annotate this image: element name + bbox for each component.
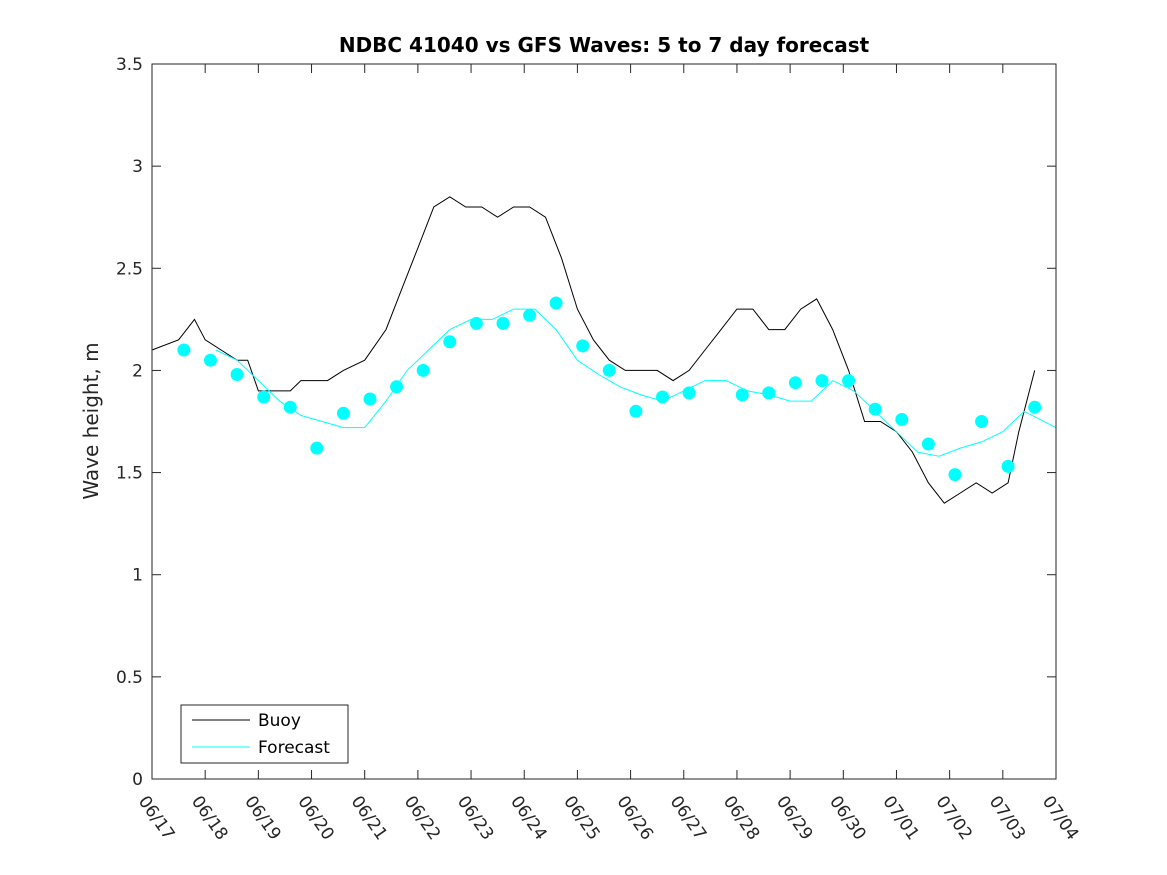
legend: Buoy Forecast bbox=[180, 704, 349, 764]
forecast-marker bbox=[576, 339, 590, 353]
forecast-marker bbox=[842, 374, 856, 388]
y-tick-label: 3 bbox=[132, 157, 143, 177]
forecast-marker bbox=[656, 390, 669, 404]
y-tick-label: 1 bbox=[132, 566, 143, 586]
y-tick-label: 1.5 bbox=[116, 464, 143, 484]
forecast-marker bbox=[1001, 459, 1015, 473]
forecast-marker bbox=[895, 413, 909, 426]
forecast-marker bbox=[336, 406, 350, 420]
legend-buoy-label: Buoy bbox=[258, 711, 301, 731]
y-tick-label: 0.5 bbox=[116, 668, 143, 688]
y-tick-labels: 0 0.5 1 1.5 2 2.5 3 3.5 bbox=[116, 55, 143, 790]
forecast-marker bbox=[762, 386, 776, 400]
y-tick-label: 2.5 bbox=[116, 259, 143, 279]
forecast-marker bbox=[416, 363, 430, 377]
forecast-marker bbox=[948, 468, 962, 482]
chart-title: NDBC 41040 vs GFS Waves: 5 to 7 day fore… bbox=[339, 33, 870, 57]
forecast-marker bbox=[868, 402, 882, 416]
forecast-marker bbox=[310, 441, 324, 455]
forecast-marker bbox=[204, 353, 217, 367]
plot-area bbox=[152, 64, 1056, 779]
forecast-marker bbox=[629, 404, 643, 418]
series-line-buoy bbox=[151, 196, 1036, 504]
y-tick-label: 2 bbox=[132, 361, 143, 381]
forecast-marker bbox=[549, 296, 563, 310]
y-tick-label: 0 bbox=[132, 770, 143, 790]
forecast-marker bbox=[469, 316, 483, 330]
forecast-marker bbox=[496, 316, 510, 330]
forecast-marker bbox=[523, 308, 537, 322]
y-axis-label: Wave height, m bbox=[79, 342, 103, 499]
forecast-marker bbox=[177, 343, 191, 357]
forecast-marker bbox=[788, 376, 802, 390]
y-tick-label: 3.5 bbox=[116, 55, 143, 75]
forecast-marker bbox=[390, 380, 404, 394]
forecast-marker bbox=[815, 374, 829, 388]
forecast-marker bbox=[602, 363, 616, 377]
forecast-marker bbox=[230, 368, 244, 381]
forecast-marker bbox=[682, 386, 696, 400]
forecast-marker bbox=[975, 415, 989, 428]
forecast-marker bbox=[443, 335, 457, 349]
forecast-marker bbox=[363, 392, 377, 406]
forecast-marker bbox=[283, 400, 297, 414]
plot-frame bbox=[151, 63, 1057, 780]
series-line-forecast bbox=[215, 308, 1057, 457]
series-layer bbox=[151, 196, 1057, 504]
tick-marks bbox=[151, 63, 1057, 780]
forecast-marker bbox=[1028, 400, 1042, 414]
legend-forecast-label: Forecast bbox=[258, 738, 330, 758]
legend-box bbox=[180, 704, 349, 764]
forecast-marker bbox=[735, 388, 749, 402]
forecast-marker bbox=[921, 437, 935, 451]
forecast-marker bbox=[257, 390, 271, 404]
